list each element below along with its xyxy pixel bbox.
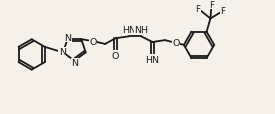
Text: N: N <box>64 34 72 42</box>
Text: O: O <box>112 51 119 60</box>
Text: F: F <box>196 5 200 14</box>
Text: O: O <box>173 39 180 48</box>
Text: F: F <box>209 1 214 10</box>
Text: N: N <box>59 48 66 57</box>
Text: F: F <box>220 7 225 16</box>
Text: HN: HN <box>145 55 159 64</box>
Text: NH: NH <box>134 26 148 35</box>
Text: N: N <box>72 58 78 67</box>
Text: HN: HN <box>122 26 136 35</box>
Text: O: O <box>89 37 97 46</box>
